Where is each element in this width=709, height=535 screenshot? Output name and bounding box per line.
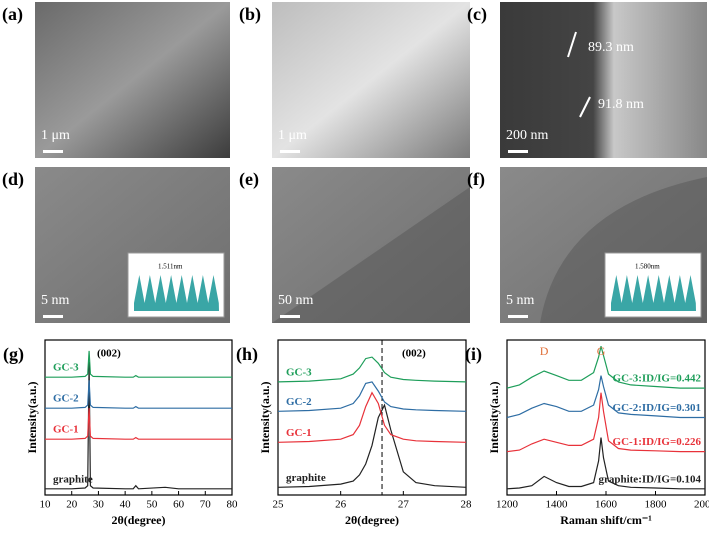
x-tick-label: 20 bbox=[66, 499, 78, 511]
x-tick-label: 25 bbox=[273, 499, 285, 511]
panel-label: (e) bbox=[239, 169, 259, 190]
series-label: GC-3 bbox=[53, 362, 79, 374]
inset-label: 1.580nm bbox=[635, 263, 660, 271]
series-line bbox=[45, 408, 232, 440]
series-label: GC-3 bbox=[286, 366, 312, 378]
plot-frame bbox=[277, 339, 467, 496]
x-tick-label: 1200 bbox=[496, 499, 519, 511]
series-line bbox=[506, 437, 705, 490]
scale-bar-label: 50 nm bbox=[278, 293, 314, 308]
series-label: GC-2 bbox=[286, 396, 312, 408]
scale-bar-label: 1 μm bbox=[278, 128, 307, 143]
panel-label: (f) bbox=[467, 169, 485, 190]
series-line bbox=[45, 380, 232, 409]
scale-bar-label: 5 nm bbox=[41, 293, 70, 308]
scale-bar-label: 1 μm bbox=[41, 128, 70, 143]
scale-bar bbox=[508, 150, 528, 153]
scale-bar bbox=[280, 315, 300, 318]
thickness-label: 89.3 nm bbox=[588, 40, 634, 55]
panel-label: (b) bbox=[239, 4, 261, 25]
series-line bbox=[506, 392, 705, 453]
panel-label: (g) bbox=[3, 344, 24, 365]
micrograph bbox=[35, 2, 230, 158]
peak-label: D bbox=[540, 344, 549, 358]
panel-label: (c) bbox=[467, 4, 487, 25]
x-tick-label: 60 bbox=[173, 499, 185, 511]
series-label: GC-2 bbox=[53, 393, 79, 405]
sheet-edge bbox=[272, 187, 470, 323]
series-label: graphite:ID/IG=0.104 bbox=[598, 473, 701, 485]
series-label: GC-1 bbox=[286, 427, 312, 439]
series-label: GC-3:ID/IG=0.442 bbox=[613, 373, 702, 385]
thickness-marker bbox=[567, 31, 577, 58]
series-label: graphite bbox=[286, 472, 326, 484]
x-tick-label: 28 bbox=[461, 499, 473, 511]
inset-label: 1.511nm bbox=[158, 263, 183, 271]
micrograph bbox=[500, 2, 707, 158]
series-line bbox=[506, 375, 705, 419]
micrograph bbox=[272, 2, 470, 158]
x-tick-label: 1600 bbox=[595, 499, 618, 511]
scale-bar bbox=[43, 150, 63, 153]
x-tick-label: 1400 bbox=[546, 499, 569, 511]
x-axis-label: 2θ(degree) bbox=[345, 513, 399, 527]
series-line bbox=[277, 391, 467, 443]
scale-bar bbox=[508, 315, 528, 318]
y-axis-label: Intensity(a.u.) bbox=[487, 381, 501, 453]
x-tick-label: 27 bbox=[398, 499, 410, 511]
y-axis-label: Intensity(a.u.) bbox=[25, 381, 39, 453]
thickness-marker bbox=[579, 96, 591, 118]
x-tick-label: 26 bbox=[335, 499, 347, 511]
peak-annotation: (002) bbox=[402, 348, 426, 360]
x-axis-label: Raman shift/cm⁻¹ bbox=[560, 513, 652, 527]
peak-label: G bbox=[597, 344, 606, 358]
scale-bar-label: 5 nm bbox=[506, 293, 535, 308]
plot-frame bbox=[44, 339, 233, 496]
scale-bar bbox=[280, 150, 300, 153]
panel-label: (d) bbox=[2, 169, 24, 190]
x-tick-label: 1800 bbox=[645, 499, 668, 511]
series-line bbox=[45, 361, 232, 490]
series-line bbox=[277, 381, 467, 412]
x-axis-label: 2θ(degree) bbox=[111, 513, 165, 527]
x-tick-label: 10 bbox=[40, 499, 52, 511]
series-label: graphite bbox=[53, 473, 93, 485]
x-tick-label: 80 bbox=[227, 499, 239, 511]
panel-label: (a) bbox=[2, 4, 23, 25]
scale-bar-label: 200 nm bbox=[506, 128, 549, 143]
series-line bbox=[45, 350, 232, 378]
series-label: GC-1:ID/IG=0.226 bbox=[613, 436, 702, 448]
panel-label: (i) bbox=[465, 344, 482, 365]
peak-annotation: (002) bbox=[97, 348, 121, 360]
x-tick-label: 70 bbox=[200, 499, 212, 511]
series-line bbox=[277, 403, 467, 488]
scale-bar bbox=[43, 315, 63, 318]
series-line bbox=[277, 356, 467, 383]
panel-label: (h) bbox=[236, 344, 258, 365]
x-tick-label: 2000 bbox=[694, 499, 709, 511]
inset-profile bbox=[134, 275, 219, 311]
series-line bbox=[506, 346, 705, 389]
x-tick-label: 50 bbox=[146, 499, 158, 511]
thickness-label: 91.8 nm bbox=[598, 97, 644, 112]
series-label: GC-1 bbox=[53, 424, 79, 436]
x-tick-label: 30 bbox=[93, 499, 105, 511]
inset-profile bbox=[611, 275, 696, 311]
x-tick-label: 40 bbox=[120, 499, 132, 511]
series-label: GC-2:ID/IG=0.301 bbox=[613, 402, 701, 414]
y-axis-label: Intensity(a.u.) bbox=[258, 381, 272, 453]
